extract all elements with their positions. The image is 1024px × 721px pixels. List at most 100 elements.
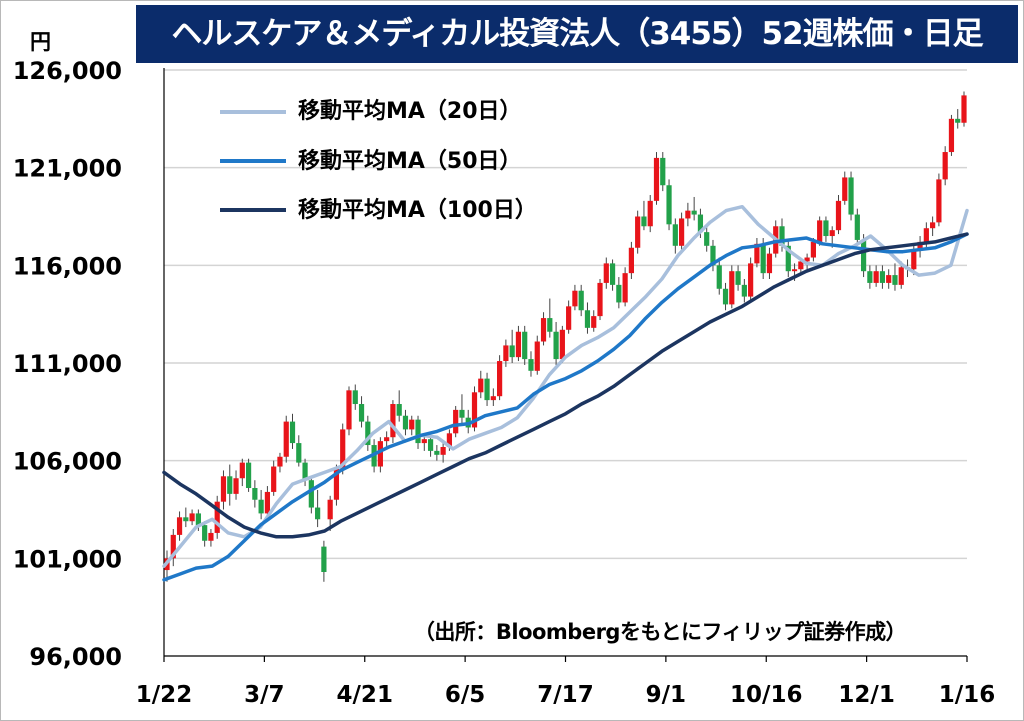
candle-down <box>760 243 766 274</box>
candle-down <box>308 480 314 508</box>
legend-label-ma100: 移動平均MA（100日） <box>298 198 537 223</box>
y-tick-label: 101,000 <box>13 545 122 573</box>
candle-down <box>716 265 722 289</box>
candle-up <box>471 392 478 428</box>
candle-up <box>948 118 955 153</box>
candle-down <box>202 525 208 541</box>
candle-down <box>321 546 327 573</box>
candle-up <box>917 241 923 250</box>
candle-up <box>220 476 227 502</box>
candle-up <box>534 341 540 371</box>
candle-up <box>842 177 848 201</box>
candle-down <box>509 345 515 358</box>
candle-down <box>252 488 258 500</box>
candle-down <box>415 419 421 444</box>
candle-up <box>635 216 641 248</box>
candle-up <box>685 210 691 219</box>
candle-up <box>810 241 816 258</box>
candle-down <box>522 331 528 360</box>
candle-down <box>584 310 591 328</box>
candle-down <box>710 245 716 266</box>
candle-up <box>214 501 220 533</box>
candle-down <box>352 390 358 405</box>
candle-down <box>704 232 710 246</box>
candle-up <box>540 318 547 342</box>
candle-down <box>434 450 440 455</box>
candle-up <box>622 273 628 303</box>
candle-up <box>478 378 484 393</box>
y-tick-label: 116,000 <box>13 252 122 280</box>
y-tick-label: 106,000 <box>13 448 122 476</box>
candle-down <box>641 216 647 227</box>
candle-down <box>823 220 829 237</box>
candle-down <box>459 409 465 418</box>
candle-down <box>672 224 678 246</box>
candle-down <box>402 415 409 430</box>
candle-up <box>453 409 459 434</box>
candle-down <box>892 275 898 285</box>
candle-down <box>195 513 201 526</box>
candle-down <box>528 359 534 371</box>
candle-up <box>340 429 346 469</box>
candle-up <box>804 257 810 262</box>
candle-up <box>271 466 277 492</box>
candle-down <box>578 290 584 311</box>
candle-up <box>886 275 892 283</box>
grid-lines <box>164 69 967 560</box>
legend-label-ma50: 移動平均MA（50日） <box>298 149 522 174</box>
x-tick-label: 4/21 <box>337 682 393 708</box>
candlesticks <box>164 91 967 582</box>
candle-up <box>729 271 735 305</box>
candle-down <box>955 118 961 123</box>
candle-down <box>427 439 434 451</box>
candle-down <box>302 462 308 481</box>
legend <box>220 110 286 212</box>
candle-down <box>735 271 741 285</box>
ma20-line <box>162 204 969 568</box>
candle-up <box>176 517 183 535</box>
candle-down <box>848 177 854 215</box>
candle-down <box>860 239 867 272</box>
candle-down <box>660 157 666 186</box>
candle-down <box>697 214 704 233</box>
candle-down <box>258 499 264 514</box>
moving-average-lines <box>162 204 969 582</box>
candle-down <box>722 288 729 305</box>
candle-down <box>484 378 490 401</box>
candle-up <box>591 316 597 328</box>
candle-up <box>898 267 904 285</box>
candle-up <box>603 263 609 283</box>
candle-up <box>791 269 798 272</box>
x-axis: 1/22 3/7 4/21 6/5 7/17 9/1 10/16 12/1 1/16 <box>136 655 995 708</box>
x-tick-label: 9/1 <box>646 682 686 708</box>
candle-down <box>547 318 553 332</box>
candle-up <box>766 253 773 274</box>
candle-up <box>911 249 917 270</box>
candle-up <box>497 361 503 397</box>
candle-down <box>666 185 672 225</box>
candle-up <box>327 499 333 520</box>
candle-up <box>409 419 415 430</box>
chart-title-bar: ヘルスケア＆メディカル投資法人（3455）52週株価・日足 <box>136 5 1018 63</box>
candle-up <box>208 532 214 541</box>
source-note: （出所：Bloombergをもとにフィリップ証券作成） <box>413 620 907 644</box>
candle-up <box>936 179 942 223</box>
candle-up <box>189 513 195 522</box>
candle-up <box>440 446 446 455</box>
candle-up <box>377 441 383 467</box>
candle-up <box>628 247 634 274</box>
candle-up <box>678 218 685 246</box>
x-tick-label: 7/17 <box>537 682 593 708</box>
candle-down <box>365 421 371 446</box>
y-tick-label: 96,000 <box>29 643 122 671</box>
candle-down <box>315 507 321 520</box>
candle-up <box>390 404 396 438</box>
x-tick-label: 6/5 <box>445 682 485 708</box>
candle-up <box>446 433 453 447</box>
candle-down <box>854 214 860 240</box>
candle-up <box>490 396 496 401</box>
candle-down <box>741 284 747 297</box>
candle-up <box>961 95 967 123</box>
candle-up <box>829 230 835 237</box>
